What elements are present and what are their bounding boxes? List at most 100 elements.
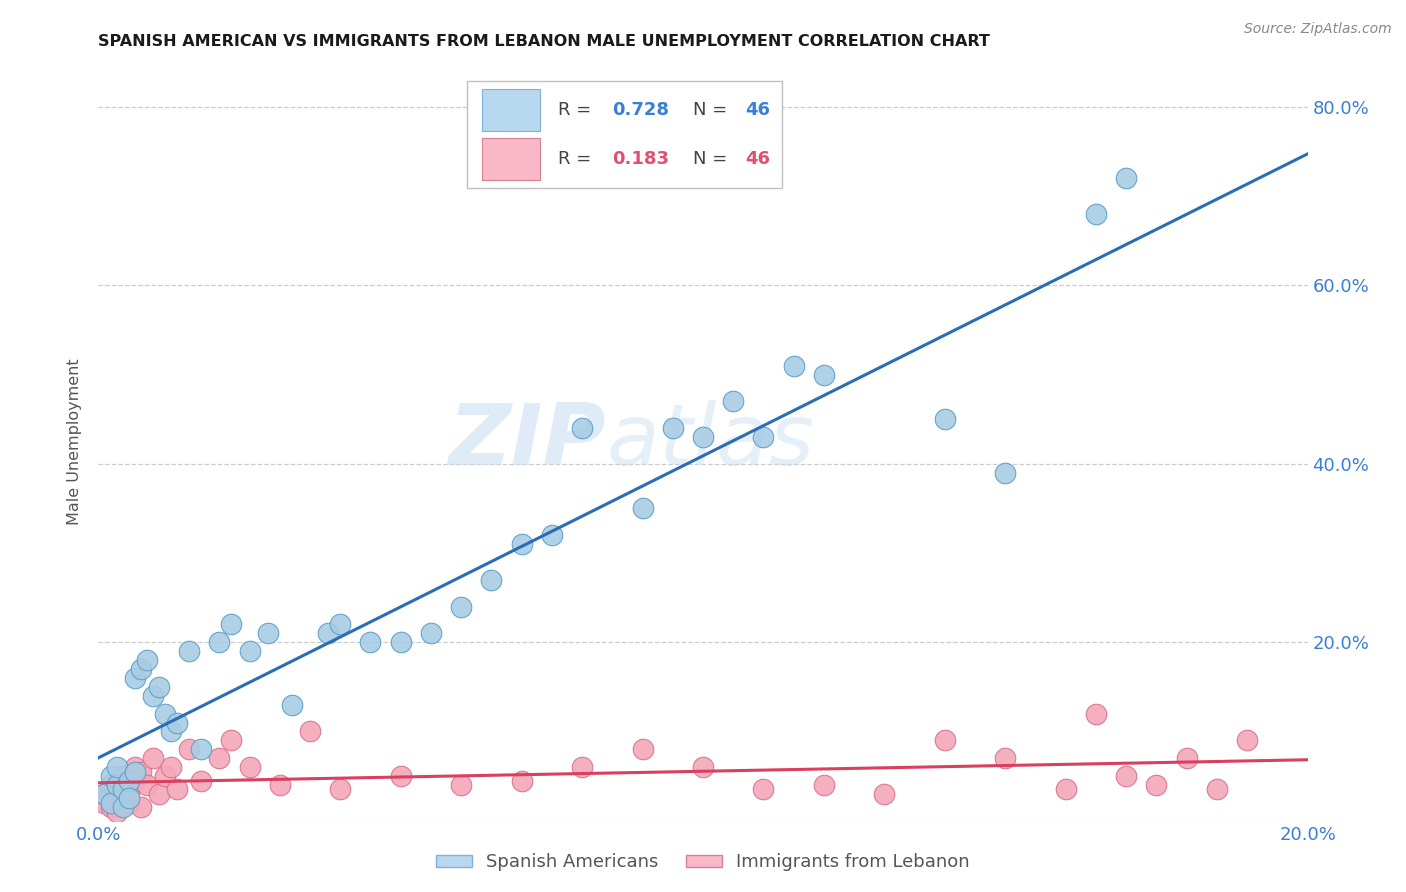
Point bbox=[118, 773, 141, 788]
Point bbox=[934, 412, 956, 426]
Point bbox=[1115, 171, 1137, 186]
Point bbox=[1085, 207, 1108, 221]
Text: SPANISH AMERICAN VS IMMIGRANTS FROM LEBANON MALE UNEMPLOYMENT CORRELATION CHART: SPANISH AMERICAN VS IMMIGRANTS FROM LEBA… bbox=[98, 34, 990, 49]
Point bbox=[450, 599, 472, 614]
Point bbox=[934, 733, 956, 747]
Text: 46: 46 bbox=[745, 101, 770, 119]
Text: 0.183: 0.183 bbox=[613, 150, 669, 168]
Legend: Spanish Americans, Immigrants from Lebanon: Spanish Americans, Immigrants from Leban… bbox=[429, 847, 977, 879]
Point bbox=[783, 359, 806, 373]
Text: R =: R = bbox=[558, 150, 598, 168]
Point bbox=[571, 421, 593, 435]
Point bbox=[269, 778, 291, 792]
Point bbox=[631, 742, 654, 756]
Text: 0.728: 0.728 bbox=[613, 101, 669, 119]
Point bbox=[1236, 733, 1258, 747]
Point bbox=[118, 787, 141, 801]
Point bbox=[111, 782, 134, 797]
Text: N =: N = bbox=[693, 150, 734, 168]
Point bbox=[190, 773, 212, 788]
Point bbox=[571, 760, 593, 774]
Text: N =: N = bbox=[693, 101, 734, 119]
Point bbox=[93, 787, 115, 801]
Point bbox=[153, 706, 176, 721]
Point bbox=[1206, 782, 1229, 797]
Point bbox=[105, 782, 128, 797]
Point bbox=[100, 769, 122, 783]
Point bbox=[692, 760, 714, 774]
Point bbox=[100, 800, 122, 814]
Text: 46: 46 bbox=[745, 150, 770, 168]
Point bbox=[661, 421, 683, 435]
Point bbox=[105, 805, 128, 819]
Point bbox=[93, 796, 115, 810]
Text: Source: ZipAtlas.com: Source: ZipAtlas.com bbox=[1244, 22, 1392, 37]
Point bbox=[1115, 769, 1137, 783]
Point bbox=[124, 773, 146, 788]
Point bbox=[540, 528, 562, 542]
Point bbox=[723, 394, 745, 409]
Point bbox=[813, 368, 835, 382]
Point bbox=[129, 662, 152, 676]
Y-axis label: Male Unemployment: Male Unemployment bbox=[67, 359, 83, 524]
Point bbox=[481, 573, 503, 587]
Point bbox=[160, 724, 183, 739]
Point bbox=[118, 796, 141, 810]
Point bbox=[118, 791, 141, 805]
Bar bbox=[482, 138, 540, 179]
Point bbox=[142, 689, 165, 703]
Point bbox=[281, 698, 304, 712]
Point bbox=[994, 466, 1017, 480]
Point bbox=[166, 782, 188, 797]
Point bbox=[873, 787, 896, 801]
Point bbox=[450, 778, 472, 792]
Point bbox=[93, 787, 115, 801]
Point bbox=[813, 778, 835, 792]
Point bbox=[105, 778, 128, 792]
Point bbox=[105, 760, 128, 774]
Point bbox=[179, 742, 201, 756]
Point bbox=[1054, 782, 1077, 797]
Point bbox=[160, 760, 183, 774]
Point bbox=[1144, 778, 1167, 792]
Point bbox=[692, 430, 714, 444]
Point bbox=[148, 680, 170, 694]
Point bbox=[124, 671, 146, 685]
Point bbox=[100, 778, 122, 792]
Point bbox=[124, 760, 146, 774]
Point bbox=[221, 733, 243, 747]
Point bbox=[111, 800, 134, 814]
Point bbox=[111, 769, 134, 783]
Point bbox=[299, 724, 322, 739]
Point bbox=[221, 617, 243, 632]
FancyBboxPatch shape bbox=[467, 81, 782, 187]
Text: ZIP: ZIP bbox=[449, 400, 606, 483]
Point bbox=[389, 769, 412, 783]
Point bbox=[179, 644, 201, 658]
Point bbox=[153, 769, 176, 783]
Point bbox=[510, 537, 533, 551]
Point bbox=[135, 778, 157, 792]
Point bbox=[111, 791, 134, 805]
Point bbox=[166, 715, 188, 730]
Point bbox=[329, 617, 352, 632]
Point bbox=[124, 764, 146, 779]
Point bbox=[256, 626, 278, 640]
Point bbox=[129, 764, 152, 779]
Point bbox=[389, 635, 412, 649]
Point bbox=[360, 635, 382, 649]
Point bbox=[316, 626, 339, 640]
Bar bbox=[482, 89, 540, 131]
Point bbox=[510, 773, 533, 788]
Point bbox=[135, 653, 157, 667]
Point bbox=[148, 787, 170, 801]
Text: atlas: atlas bbox=[606, 400, 814, 483]
Point bbox=[994, 751, 1017, 765]
Point bbox=[100, 796, 122, 810]
Point bbox=[129, 800, 152, 814]
Point bbox=[752, 430, 775, 444]
Point bbox=[329, 782, 352, 797]
Point bbox=[142, 751, 165, 765]
Point bbox=[1175, 751, 1198, 765]
Point bbox=[239, 644, 262, 658]
